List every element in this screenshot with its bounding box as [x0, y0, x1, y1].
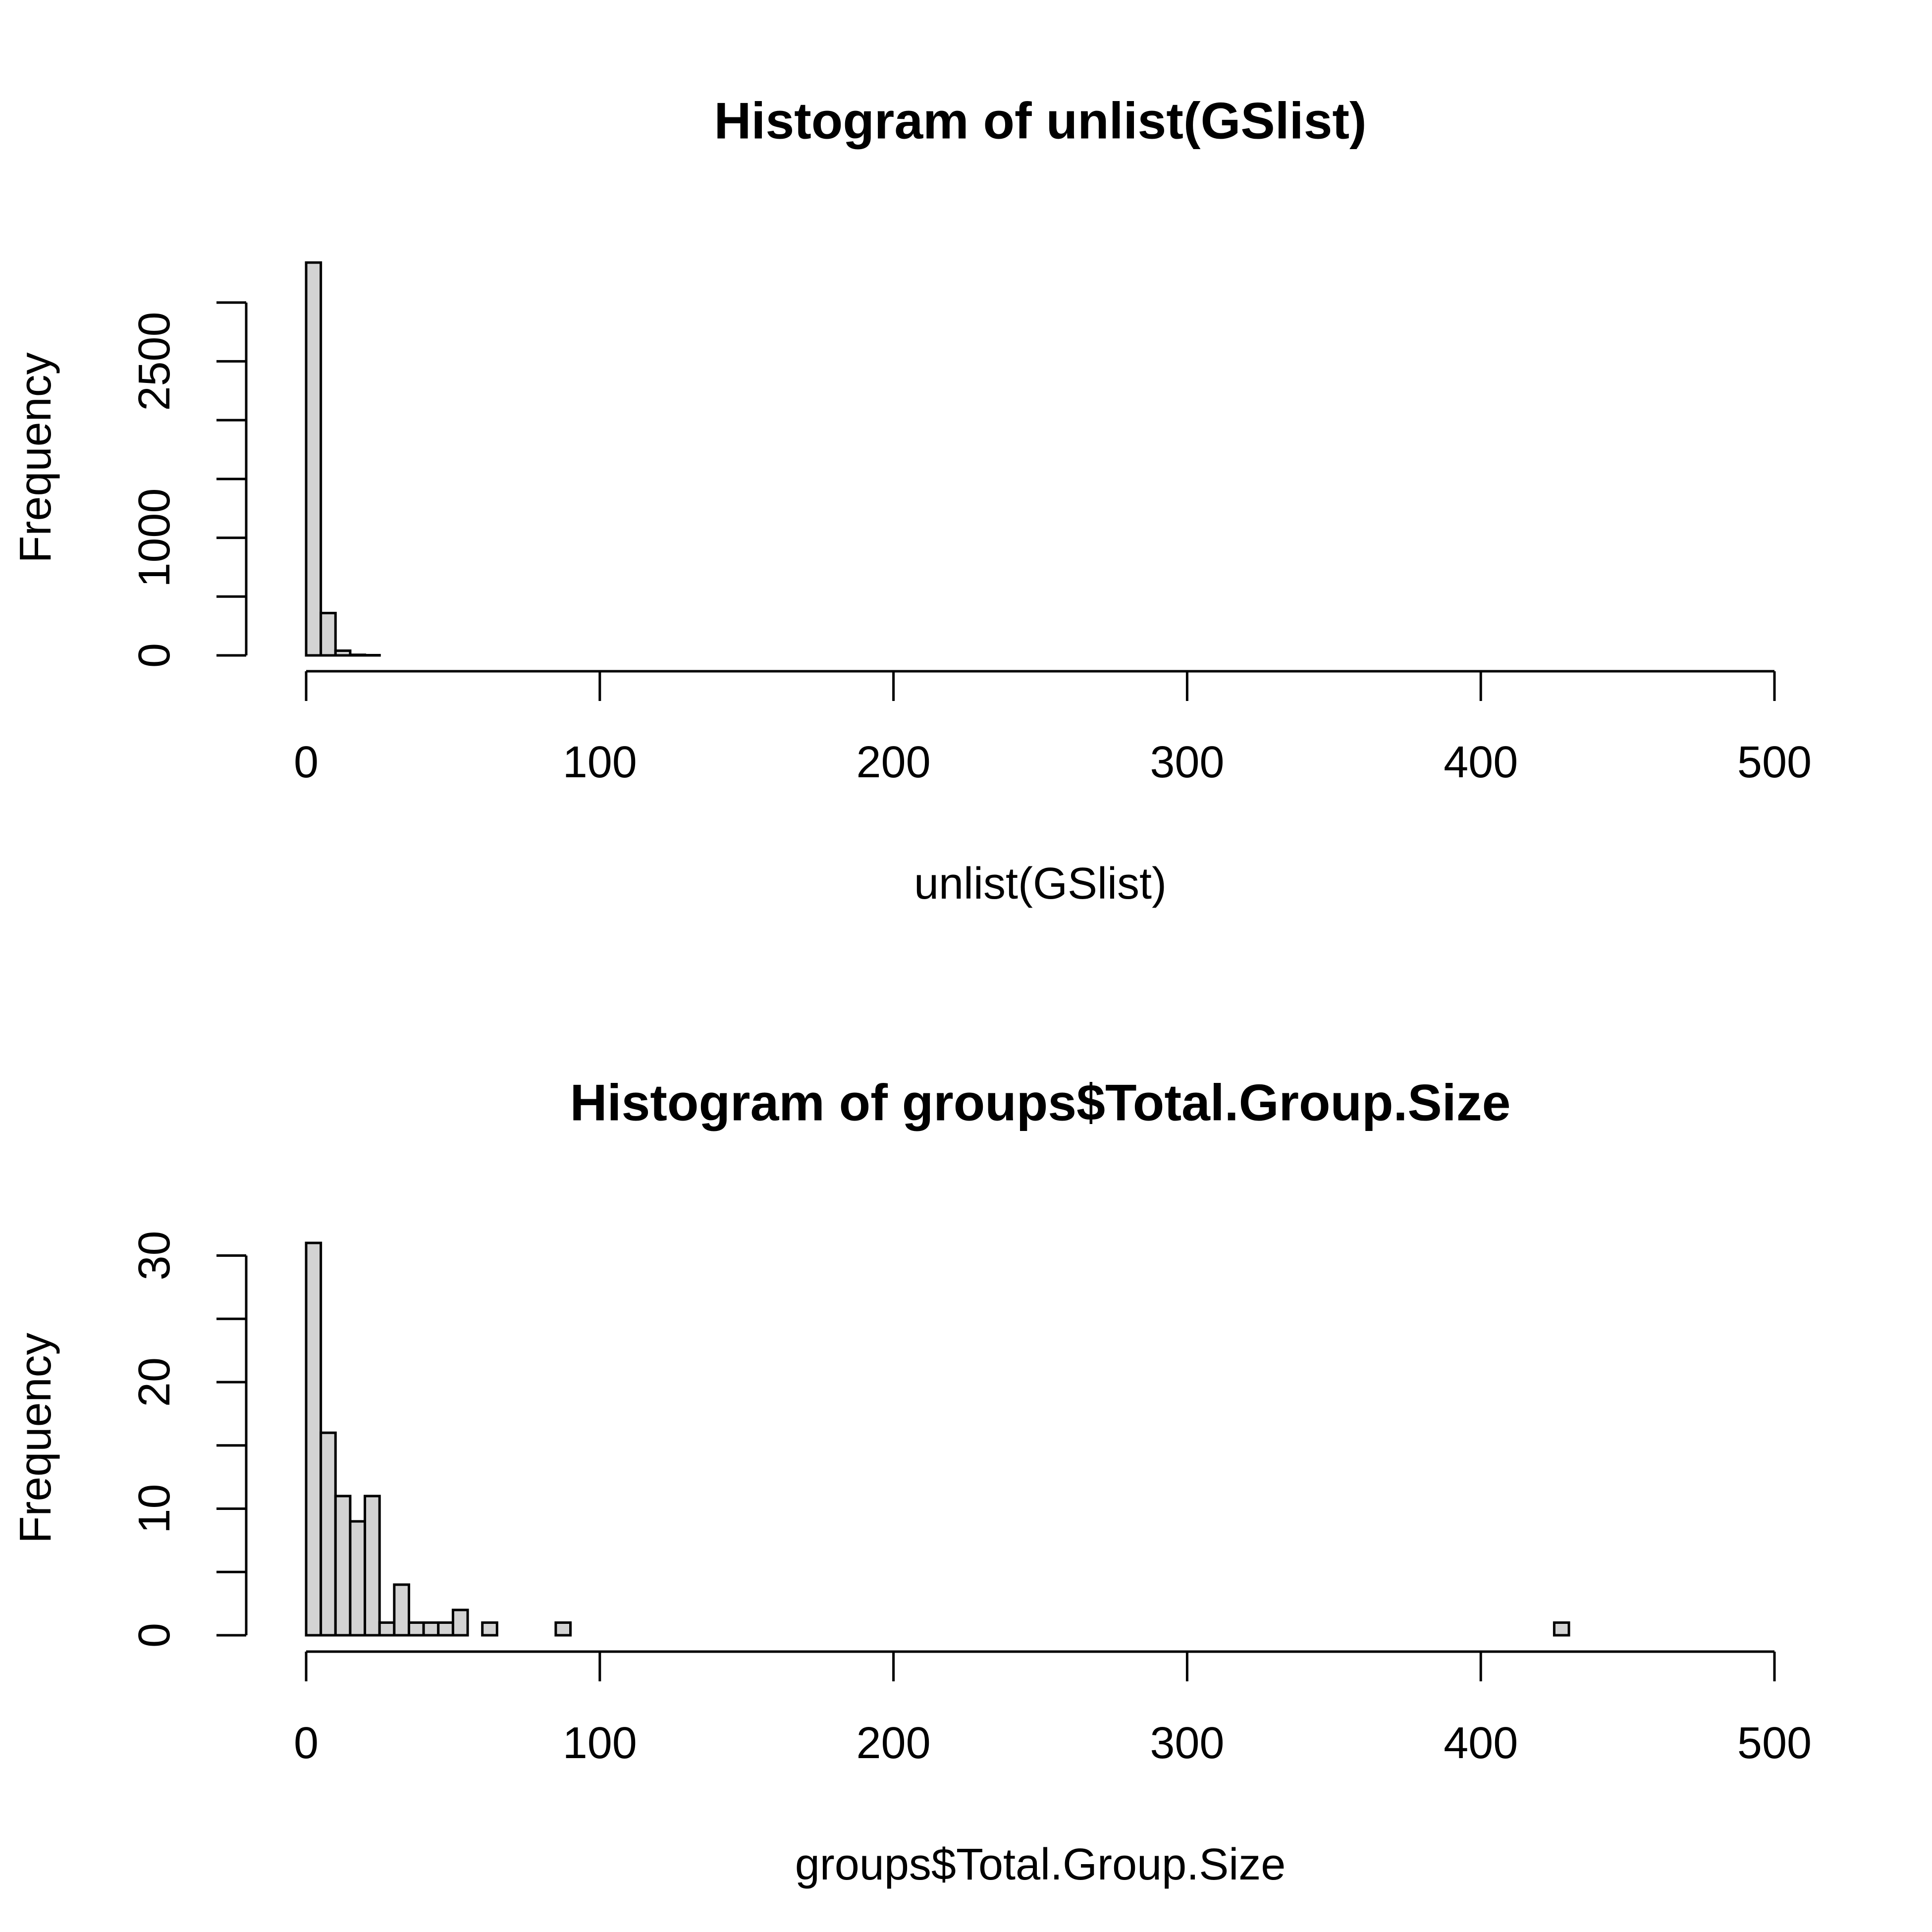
x-tick-label: 200 [857, 738, 931, 787]
bar [305, 1241, 322, 1637]
x-tick-label: 100 [563, 738, 637, 787]
x-tick-label: 300 [1150, 738, 1224, 787]
y-tick-label: 1000 [130, 488, 179, 587]
bar [407, 1621, 425, 1637]
bar [378, 1621, 396, 1637]
x-tick-label: 500 [1737, 1718, 1812, 1768]
x-axis-title: unlist(GSlist) [914, 859, 1167, 909]
bar [554, 1621, 572, 1637]
bar [393, 1583, 410, 1637]
bar [451, 1609, 469, 1637]
bar [481, 1621, 498, 1637]
x-axis-title: groups$Total.Group.Size [795, 1840, 1286, 1889]
x-tick-label: 500 [1737, 738, 1812, 787]
x-tick-label: 400 [1444, 1718, 1518, 1768]
x-tick-label: 0 [294, 738, 319, 787]
y-axis-title: Frequency [11, 352, 60, 563]
bar [334, 1495, 352, 1637]
bar [1553, 1621, 1570, 1637]
bar [349, 1520, 367, 1637]
bar [334, 649, 352, 657]
y-tick-label: 10 [130, 1484, 179, 1533]
bar [305, 261, 322, 657]
x-tick-label: 300 [1150, 1718, 1224, 1768]
y-tick-label: 2500 [130, 312, 179, 411]
x-tick-label: 400 [1444, 738, 1518, 787]
x-tick-label: 100 [563, 1718, 637, 1768]
chart-title: Histogram of unlist(GSlist) [714, 92, 1366, 150]
y-tick-label: 20 [130, 1357, 179, 1407]
y-tick-label: 0 [130, 1623, 179, 1648]
bar [422, 1621, 440, 1637]
y-axis-title: Frequency [11, 1333, 60, 1543]
x-tick-label: 0 [294, 1718, 319, 1768]
bar [437, 1621, 454, 1637]
chart-title: Histogram of groups$Total.Group.Size [570, 1074, 1510, 1131]
x-tick-label: 200 [857, 1718, 931, 1768]
bar [320, 612, 337, 657]
bar [320, 1431, 337, 1637]
y-tick-label: 0 [130, 643, 179, 668]
bar [364, 1495, 381, 1637]
y-tick-label: 30 [130, 1231, 179, 1280]
